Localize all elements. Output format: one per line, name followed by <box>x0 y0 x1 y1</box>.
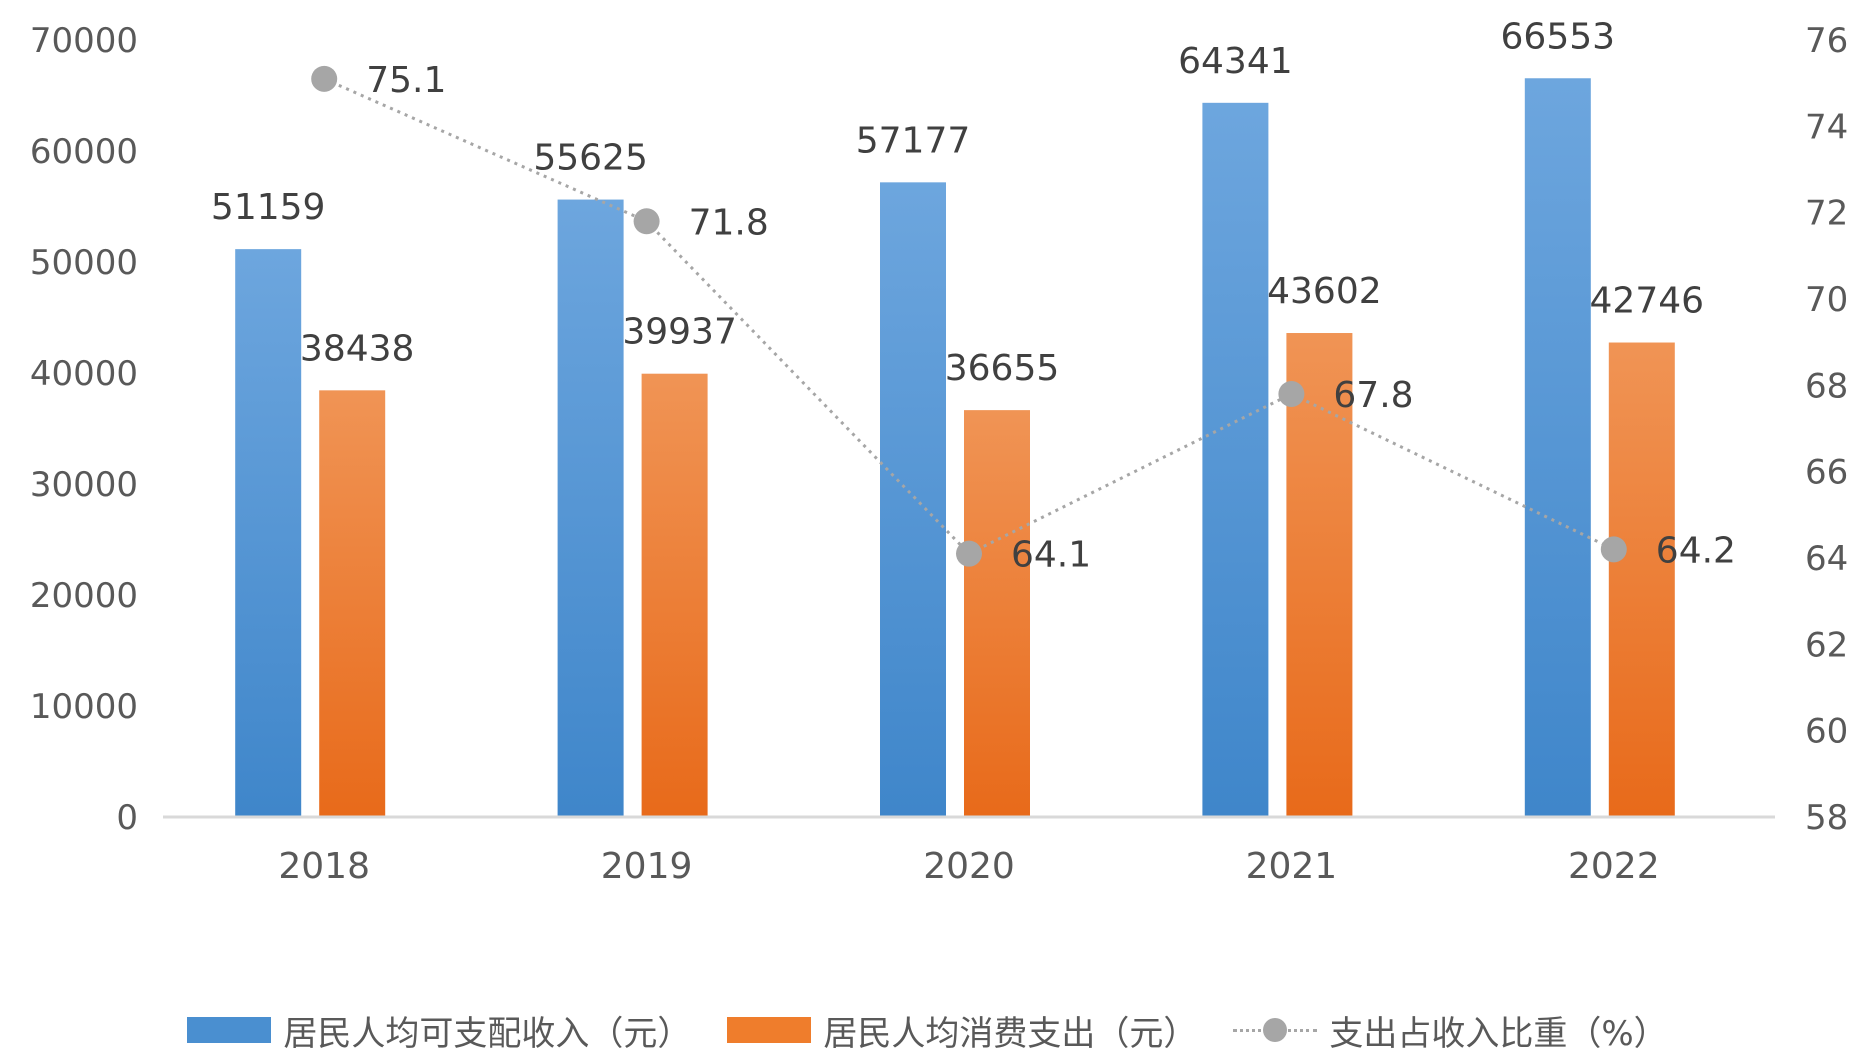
legend: 居民人均可支配收入（元） 居民人均消费支出（元） 支出占收入比重（%） <box>0 1000 1855 1060</box>
legend-item-expense[interactable]: 居民人均消费支出（元） <box>727 1006 1197 1055</box>
bar-income <box>235 249 302 817</box>
left-axis-tick-label: 0 <box>116 798 138 838</box>
ratio-point <box>633 208 660 235</box>
data-label-expense: 42746 <box>1590 281 1705 322</box>
data-label-ratio: 64.1 <box>1011 535 1091 576</box>
bar-expense <box>319 390 386 817</box>
bar-income <box>1524 78 1591 817</box>
chart: 0 10000 20000 30000 40000 50000 60000 70000 58 60… <box>30 16 1848 887</box>
right-axis-tick-label: 60 <box>1805 712 1848 752</box>
legend-label-ratio: 支出占收入比重（%） <box>1329 1013 1668 1054</box>
left-axis-tick-label: 40000 <box>30 354 138 394</box>
left-axis-tick-label: 70000 <box>30 21 138 61</box>
left-axis-tick-label: 60000 <box>30 132 138 172</box>
x-axis-tick-label: 2020 <box>923 846 1015 887</box>
axis-layer: 0 10000 20000 30000 40000 50000 60000 70000 58 60… <box>30 21 1848 887</box>
left-axis-tick-label: 50000 <box>30 243 138 283</box>
ratio-line <box>323 77 1615 556</box>
right-axis-tick-label: 58 <box>1805 798 1848 838</box>
right-axis-tick-label: 74 <box>1805 107 1848 147</box>
bar-expense <box>1608 342 1675 817</box>
left-axis-tick-label: 30000 <box>30 465 138 505</box>
label-layer: 51159 38438 55625 39937 57177 36655 64341 43602… <box>211 16 1736 575</box>
bars-layer <box>235 78 1675 818</box>
legend-item-ratio[interactable]: 支出占收入比重（%） <box>1233 1006 1668 1055</box>
data-label-ratio: 67.8 <box>1333 375 1413 416</box>
x-axis-tick-label: 2019 <box>601 846 693 887</box>
legend-label-income: 居民人均可支配收入（元） <box>283 1013 692 1054</box>
data-label-ratio: 71.8 <box>689 202 769 243</box>
data-label-income: 51159 <box>211 187 326 228</box>
data-label-income: 55625 <box>533 138 648 179</box>
x-axis-tick-label: 2021 <box>1246 846 1338 887</box>
legend-swatch-expense <box>727 1017 812 1043</box>
data-label-ratio: 64.2 <box>1656 530 1736 571</box>
legend-label-expense: 居民人均消费支出（元） <box>823 1013 1198 1054</box>
ratio-point <box>311 65 338 92</box>
data-label-expense: 38438 <box>300 328 415 369</box>
data-label-expense: 36655 <box>945 348 1060 389</box>
right-axis-tick-label: 66 <box>1805 453 1848 493</box>
line-layer <box>311 65 1627 567</box>
data-label-income: 66553 <box>1501 16 1616 57</box>
data-label-expense: 43602 <box>1267 271 1382 312</box>
bar-income <box>880 182 946 817</box>
legend-swatch-ratio <box>1233 1017 1318 1043</box>
left-axis-tick-label: 10000 <box>30 687 138 727</box>
bar-expense <box>1286 333 1353 817</box>
data-label-ratio: 75.1 <box>366 60 446 101</box>
data-label-expense: 39937 <box>622 312 737 353</box>
ratio-point <box>1600 536 1627 563</box>
left-axis-tick-label: 20000 <box>30 576 138 616</box>
right-axis-tick-label: 64 <box>1805 539 1848 579</box>
data-label-income: 57177 <box>856 120 971 161</box>
bar-expense <box>641 373 708 817</box>
right-axis-tick-label: 76 <box>1805 21 1848 61</box>
right-axis-tick-label: 72 <box>1805 194 1848 234</box>
x-axis-tick-label: 2018 <box>278 846 370 887</box>
ratio-point <box>1278 380 1305 407</box>
bar-income <box>1202 102 1269 818</box>
bar-income <box>557 199 624 817</box>
ratio-point <box>956 540 982 567</box>
right-axis-tick-label: 68 <box>1805 366 1848 406</box>
legend-swatch-income <box>187 1017 272 1043</box>
right-axis-tick-label: 70 <box>1805 280 1848 320</box>
right-axis-tick-label: 62 <box>1805 625 1848 665</box>
legend-item-income[interactable]: 居民人均可支配收入（元） <box>187 1006 691 1055</box>
data-label-income: 64341 <box>1178 41 1293 82</box>
x-axis-tick-label: 2022 <box>1568 846 1660 887</box>
bar-expense <box>964 410 1030 817</box>
